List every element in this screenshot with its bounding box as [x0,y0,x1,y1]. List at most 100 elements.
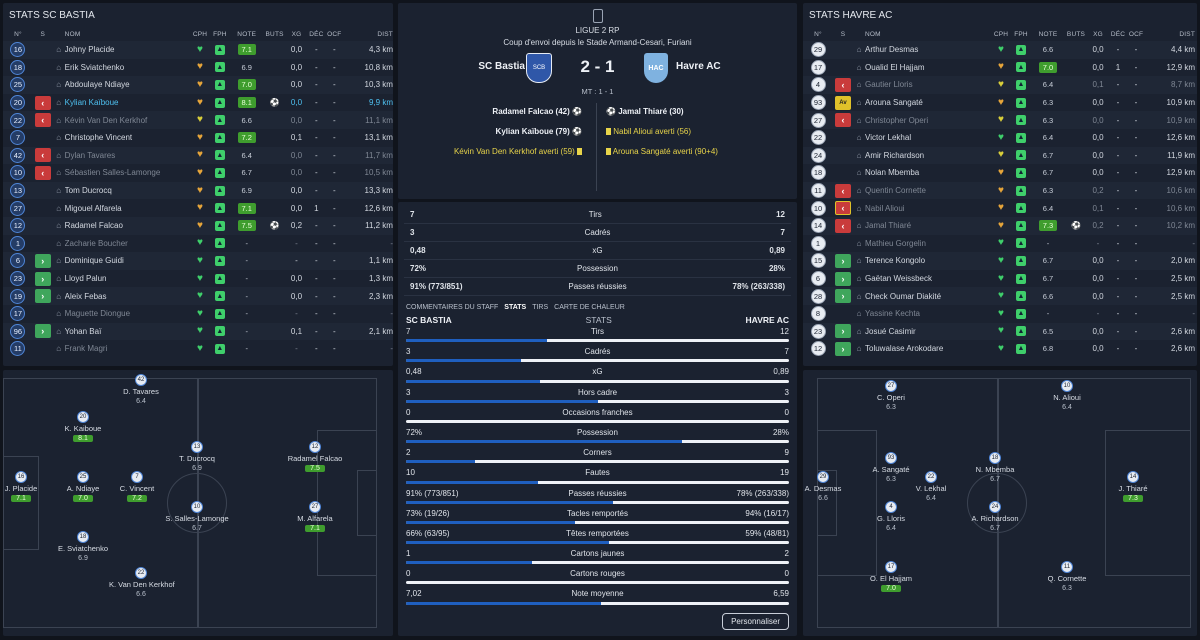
pitch-player[interactable]: 11 Q. Cornette 6.3 [1035,561,1099,592]
pitch-player[interactable]: 10 S. Salles-Lamonge 6.7 [165,501,229,532]
customize-button[interactable]: Personnaliser [722,613,789,630]
pitch-player[interactable]: 22 K. Van Den Kerkhof 6.6 [109,567,175,598]
pitch-player[interactable]: 7 C. Vincent 7.2 [105,471,169,502]
player-name[interactable]: Frank Magri [64,344,108,354]
player-name[interactable]: Yohan Baï [64,326,102,336]
player-name[interactable]: Oualid El Hajjam [865,62,925,72]
pitch-player[interactable]: 93 A. Sangaté 6.3 [859,452,923,483]
table-row[interactable]: 1 ⌂ Mathieu Gorgelin ♥ ▲ - - - - - [803,235,1197,253]
player-name[interactable]: Kévin Van Den Kerkhof [64,115,148,125]
table-row[interactable]: 10 ‹ ⌂ Sébastien Salles-Lamonge ♥ ▲ 6.7 0,0 - - 10… [3,164,393,182]
player-name[interactable]: Josué Casimir [865,326,916,336]
table-row[interactable]: 12 › ⌂ Toluwalase Arokodare ♥ ▲ 6.8 0,0 - - 2,6 km [803,340,1197,358]
pitch-player[interactable]: 22 V. Lekhal 6.4 [899,471,963,502]
pitch-player[interactable]: 27 M. Alfarela 7.1 [283,501,347,532]
table-row[interactable]: 22 ‹ ⌂ Kévin Van Den Kerkhof ♥ ▲ 6.6 0,0 - - 11,1 … [3,111,393,129]
pitch-player[interactable]: 12 Radamel Falcao 7.5 [283,441,347,472]
pitch-player[interactable]: 16 J. Placide 7.1 [3,471,53,502]
home-team-name[interactable]: SC Bastia [478,61,525,72]
player-name[interactable]: Gautier Lloris [865,80,913,90]
table-row[interactable]: 14 ‹ ⌂ Jamal Thiaré ♥ ▲ 7.3 ⚽ 0,2 - - 10,2 km [803,216,1197,235]
player-name[interactable]: Maguette Diongue [64,309,131,319]
player-name[interactable]: Radamel Falcao [64,221,123,231]
table-row[interactable]: 27 ⌂ Migouel Alfarela ♥ ▲ 7.1 0,0 1 - 12,6 km [3,199,393,217]
table-row[interactable]: 6 › ⌂ Dominique Guidi ♥ ▲ - - - - 1,1 km [3,252,393,270]
player-name[interactable]: Mathieu Gorgelin [865,238,926,248]
player-name[interactable]: Sébastien Salles-Lamonge [64,168,161,178]
table-row[interactable]: 20 ‹ ⌂ Kylian Kaïboue ♥ ▲ 8.1 ⚽ 0,0 - - 9,9 km [3,94,393,112]
table-row[interactable]: 23 › ⌂ Josué Casimir ♥ ▲ 6.5 0,0 - - 2,6 km [803,322,1197,341]
pitch-player[interactable]: 18 N. Mbemba 6.7 [963,452,1027,483]
tab-tirs[interactable]: TIRS [532,304,549,311]
player-name[interactable]: Lloyd Palun [64,274,107,284]
table-row[interactable]: 16 ⌂ Johny Placide ♥ ▲ 7.1 0,0 - - 4,3 km [3,41,393,59]
table-row[interactable]: 13 ⌂ Tom Ducrocq ♥ ▲ 6.9 0,0 - - 13,3 km [3,181,393,200]
table-row[interactable]: 19 › ⌂ Aleix Febas ♥ ▲ - 0,0 - - 2,3 km [3,287,393,305]
table-row[interactable]: 29 ⌂ Arthur Desmas ♥ ▲ 6.6 0,0 - - 4,4 km [803,41,1197,59]
player-name[interactable]: Gaëtan Weissbeck [865,274,932,284]
table-row[interactable]: 23 › ⌂ Lloyd Palun ♥ ▲ - 0,0 - - 1,3 km [3,270,393,288]
pitch-player[interactable]: 10 N. Alioui 6.4 [1035,380,1099,411]
table-row[interactable]: 4 ‹ ⌂ Gautier Lloris ♥ ▲ 6.4 0,1 - - 8,7 km [803,76,1197,94]
player-name[interactable]: Nabil Alioui [865,203,905,213]
table-row[interactable]: 22 ⌂ Victor Lekhal ♥ ▲ 6.4 0,0 - - 12,6 km [803,129,1197,147]
away-team-name[interactable]: Havre AC [676,61,721,72]
table-row[interactable]: 17 ⌂ Maguette Diongue ♥ ▲ - - - - - [3,305,393,323]
table-row[interactable]: 8 ⌂ Yassine Kechta ♥ ▲ - - - - - [803,305,1197,323]
player-name[interactable]: Migouel Alfarela [64,203,122,213]
table-row[interactable]: 15 › ⌂ Terence Kongolo ♥ ▲ 6.7 0,0 - - 2,0 km [803,252,1197,270]
table-row[interactable]: 6 › ⌂ Gaëtan Weissbeck ♥ ▲ 6.7 0,0 - - 2,5 km [803,270,1197,288]
table-row[interactable]: 12 ⌂ Radamel Falcao ♥ ▲ 7.5 ⚽ 0,2 - - 11,2 km [3,216,393,235]
table-row[interactable]: 10 ‹ ⌂ Nabil Alioui ♥ ▲ 6.4 0,1 - - 10,6 km [803,199,1197,217]
table-row[interactable]: 93 Av ⌂ Arouna Sangaté ♥ ▲ 6.3 0,0 - - 10,9 km [803,94,1197,112]
table-row[interactable]: 11 ⌂ Frank Magri ♥ ▲ - - - - - [3,340,393,358]
player-name[interactable]: Dominique Guidi [64,256,124,266]
player-name[interactable]: Arthur Desmas [865,45,919,55]
pitch-player[interactable]: 20 K. Kaiboue 8.1 [51,411,115,442]
pitch-player[interactable]: 24 A. Richardson 6.7 [963,501,1027,532]
player-name[interactable]: Zacharie Boucher [64,238,128,248]
table-row[interactable]: 17 ⌂ Oualid El Hajjam ♥ ▲ 7.0 0,0 1 - 12,9 km [803,59,1197,77]
player-name[interactable]: Kylian Kaïboue [64,98,119,108]
player-name[interactable]: Quentin Cornette [865,186,926,196]
table-row[interactable]: 24 ⌂ Amir Richardson ♥ ▲ 6.7 0,0 - - 11,9 km [803,146,1197,165]
player-name[interactable]: Check Oumar Diakité [865,291,942,301]
player-name[interactable]: Erik Sviatchenko [64,62,125,72]
player-name[interactable]: Amir Richardson [865,150,925,160]
player-name[interactable]: Abdoulaye Ndiaye [64,80,130,90]
player-name[interactable]: Jamal Thiaré [865,221,912,231]
player-name[interactable]: Christopher Operi [865,115,929,125]
player-name[interactable]: Aleix Febas [64,291,107,301]
player-name[interactable]: Yassine Kechta [865,309,920,319]
player-name[interactable]: Arouna Sangaté [865,98,923,108]
table-row[interactable]: 25 ⌂ Abdoulaye Ndiaye ♥ ▲ 7.0 0,0 - - 10,3 km [3,76,393,94]
table-row[interactable]: 1 ⌂ Zacharie Boucher ♥ ▲ - - - - - [3,235,393,253]
table-row[interactable]: 27 ‹ ⌂ Christopher Operi ♥ ▲ 6.3 0,0 - - 10,9 km [803,111,1197,129]
player-name[interactable]: Christophe Vincent [64,133,133,143]
pitch-player[interactable]: 18 E. Sviatchenko 6.9 [51,531,115,562]
pitch-player[interactable]: 14 J. Thiaré 7.3 [1101,471,1165,502]
pitch-player[interactable]: 17 O. El Hajjam 7.0 [859,561,923,592]
player-name[interactable]: Victor Lekhal [865,133,912,143]
tab-stats[interactable]: STATS [504,304,527,311]
player-name[interactable]: Nolan Mbemba [865,168,920,178]
pitch-player[interactable]: 13 T. Ducrocq 6.9 [165,441,229,472]
player-name[interactable]: Terence Kongolo [865,256,926,266]
table-row[interactable]: 18 ⌂ Erik Sviatchenko ♥ ▲ 6.9 0,0 - - 10,8 km [3,59,393,77]
pitch-player[interactable]: 29 A. Desmas 6.6 [803,471,855,502]
table-row[interactable]: 7 ⌂ Christophe Vincent ♥ ▲ 7.2 0,1 - - 13,1 km [3,129,393,147]
pitch-player[interactable]: 4 G. Lloris 6.4 [859,501,923,532]
tab-carte-de-chaleur[interactable]: CARTE DE CHALEUR [554,304,625,311]
pitch-player[interactable]: 27 C. Operi 6.3 [859,380,923,411]
table-row[interactable]: 96 › ⌂ Yohan Baï ♥ ▲ - 0,1 - - 2,1 km [3,322,393,341]
player-name[interactable]: Tom Ducrocq [64,186,112,196]
table-row[interactable]: 28 › ⌂ Check Oumar Diakité ♥ ▲ 6.6 0,0 - - 2,5 km [803,287,1197,305]
pitch-player[interactable]: 42 D. Tavares 6.4 [109,374,173,405]
pitch-player[interactable]: 25 A. Ndiaye 7.0 [51,471,115,502]
player-name[interactable]: Dylan Tavares [64,150,116,160]
tab-commentaires-du-staff[interactable]: COMMENTAIRES DU STAFF [406,304,499,311]
table-row[interactable]: 42 ‹ ⌂ Dylan Tavares ♥ ▲ 6.4 0,0 - - 11,7 km [3,146,393,165]
table-row[interactable]: 18 ⌂ Nolan Mbemba ♥ ▲ 6.7 0,0 - - 12,9 km [803,164,1197,182]
table-row[interactable]: 11 ‹ ⌂ Quentin Cornette ♥ ▲ 6.3 0,2 - - 10,6 km [803,181,1197,200]
player-name[interactable]: Johny Placide [64,45,115,55]
